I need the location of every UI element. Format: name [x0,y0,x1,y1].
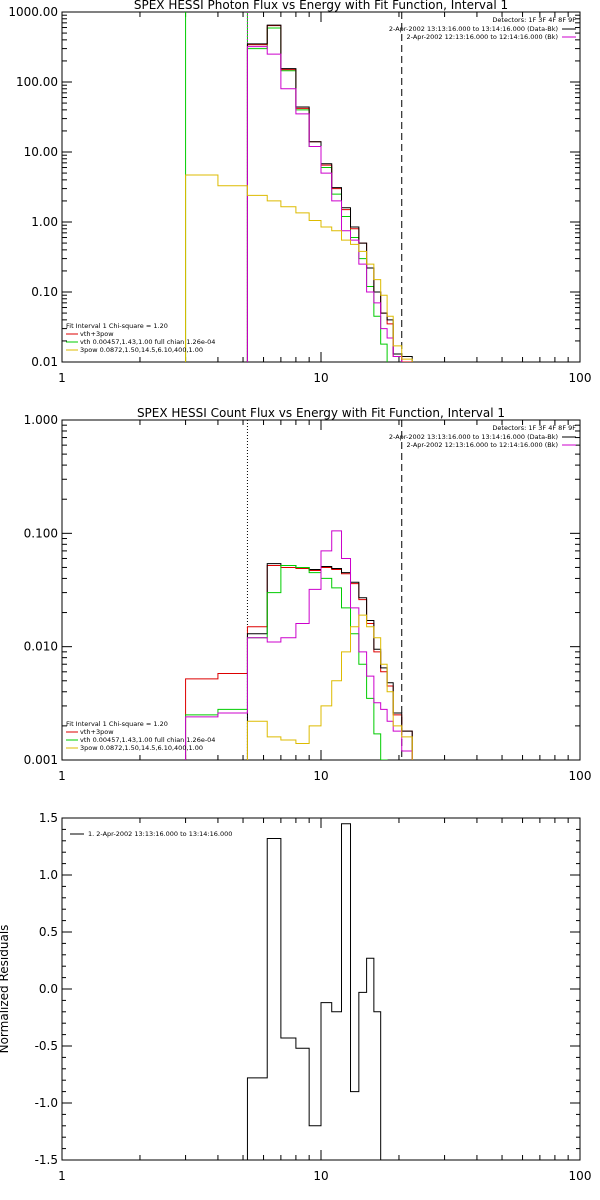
y-tick-label: 1.5 [39,811,58,825]
y-tick-label: 0.01 [31,355,58,369]
chart-panel-1: SPEX HESSI Photon Flux vs Energy with Fi… [8,0,591,385]
y-tick-label: 0.0 [39,982,58,996]
plot-frame [61,11,581,363]
series-line-5 [246,614,413,760]
legend-left-entry: vth 0.00457,1.43,1.00 full chian 1.26e-0… [80,736,215,744]
x-tick-label: 1 [58,371,66,385]
series-line-2 [246,563,413,760]
series-line-1 [246,27,388,362]
series-line-3 [185,565,388,760]
legend-left-entry: vth 0.00457,1.43,1.00 full chian 1.26e-0… [80,338,215,346]
legend-right-entry: 2-Apr-2002 12:13:16.000 to 12:14:16.000 … [407,33,558,41]
chart-title: SPEX HESSI Photon Flux vs Energy with Fi… [134,0,508,12]
legend-left-entry: Fit Interval 1 Chi-square = 1.20 [66,720,168,728]
legend-left-entry: 3pow 0.0872,1.50,14.5,6.10,400,1.00 [80,346,203,354]
chart-panel-2: SPEX HESSI Count Flux vs Energy with Fit… [24,406,592,783]
y-tick-label: 1.0 [39,868,58,882]
series-line-3 [246,24,413,362]
legend-right-entry: 2-Apr-2002 13:13:16.000 to 13:14:16.000 … [389,25,558,33]
legend-left-entry: 3pow 0.0872,1.50,14.5,6.10,400,1.00 [80,744,203,752]
y-tick-label: 0.010 [24,640,58,654]
y-tick-label: -1.0 [35,1096,58,1110]
legend-left-entry: Fit Interval 1 Chi-square = 1.20 [66,322,168,330]
legend-right-entry: 2-Apr-2002 12:13:16.000 to 12:14:16.000 … [407,441,558,449]
x-tick-label: 10 [313,769,328,783]
series-line-1 [246,823,403,1160]
x-tick-label: 100 [569,769,592,783]
series-line-4 [246,46,403,362]
x-tick-label: 10 [313,371,328,385]
detectors-label: Detectors: 1F 3F 4F 8F 9F [492,16,576,24]
y-tick-label: 0.001 [24,753,58,767]
x-tick-label: 1 [58,769,66,783]
y-tick-label: 100.00 [16,75,58,89]
legend-entry: 1. 2-Apr-2002 13:13:16.000 to 13:14:16.0… [88,830,232,838]
y-tick-label: 1000.00 [8,5,58,19]
y-tick-label: 0.100 [24,526,58,540]
y-tick-label: 1.00 [31,215,58,229]
y-axis-label: Normalized Residuals [0,925,11,1054]
chart-title: SPEX HESSI Count Flux vs Energy with Fit… [137,406,505,420]
series-line-4 [185,530,413,760]
chart-panel-3: 1 10 100 -1.5 -1.0 -0.5 0.0 0.5 1.0 1.5 Normalized… [0,811,591,1183]
y-tick-label: -0.5 [35,1039,58,1053]
legend-left-entry: vth+3pow [80,728,114,736]
x-tick-label: 10 [313,1169,328,1183]
plot-area [185,420,413,760]
legend-left-entry: vth+3pow [80,330,114,338]
series-line-5 [185,174,413,362]
y-tick-label: 10.00 [24,145,58,159]
y-tick-label: 0.5 [39,925,58,939]
legend-right-entry: 2-Apr-2002 13:13:16.000 to 13:14:16.000 … [389,433,558,441]
plot-area [185,12,413,362]
y-tick-label: 0.10 [31,285,58,299]
x-tick-label: 100 [569,371,592,385]
series-line-1 [185,565,413,760]
x-tick-label: 1 [58,1169,66,1183]
y-tick-label: -1.5 [35,1153,58,1167]
x-tick-label: 100 [569,1169,592,1183]
y-tick-label: 1.000 [24,413,58,427]
detectors-label: Detectors: 1F 3F 4F 8F 9F [492,424,576,432]
plot-area [246,823,403,1160]
